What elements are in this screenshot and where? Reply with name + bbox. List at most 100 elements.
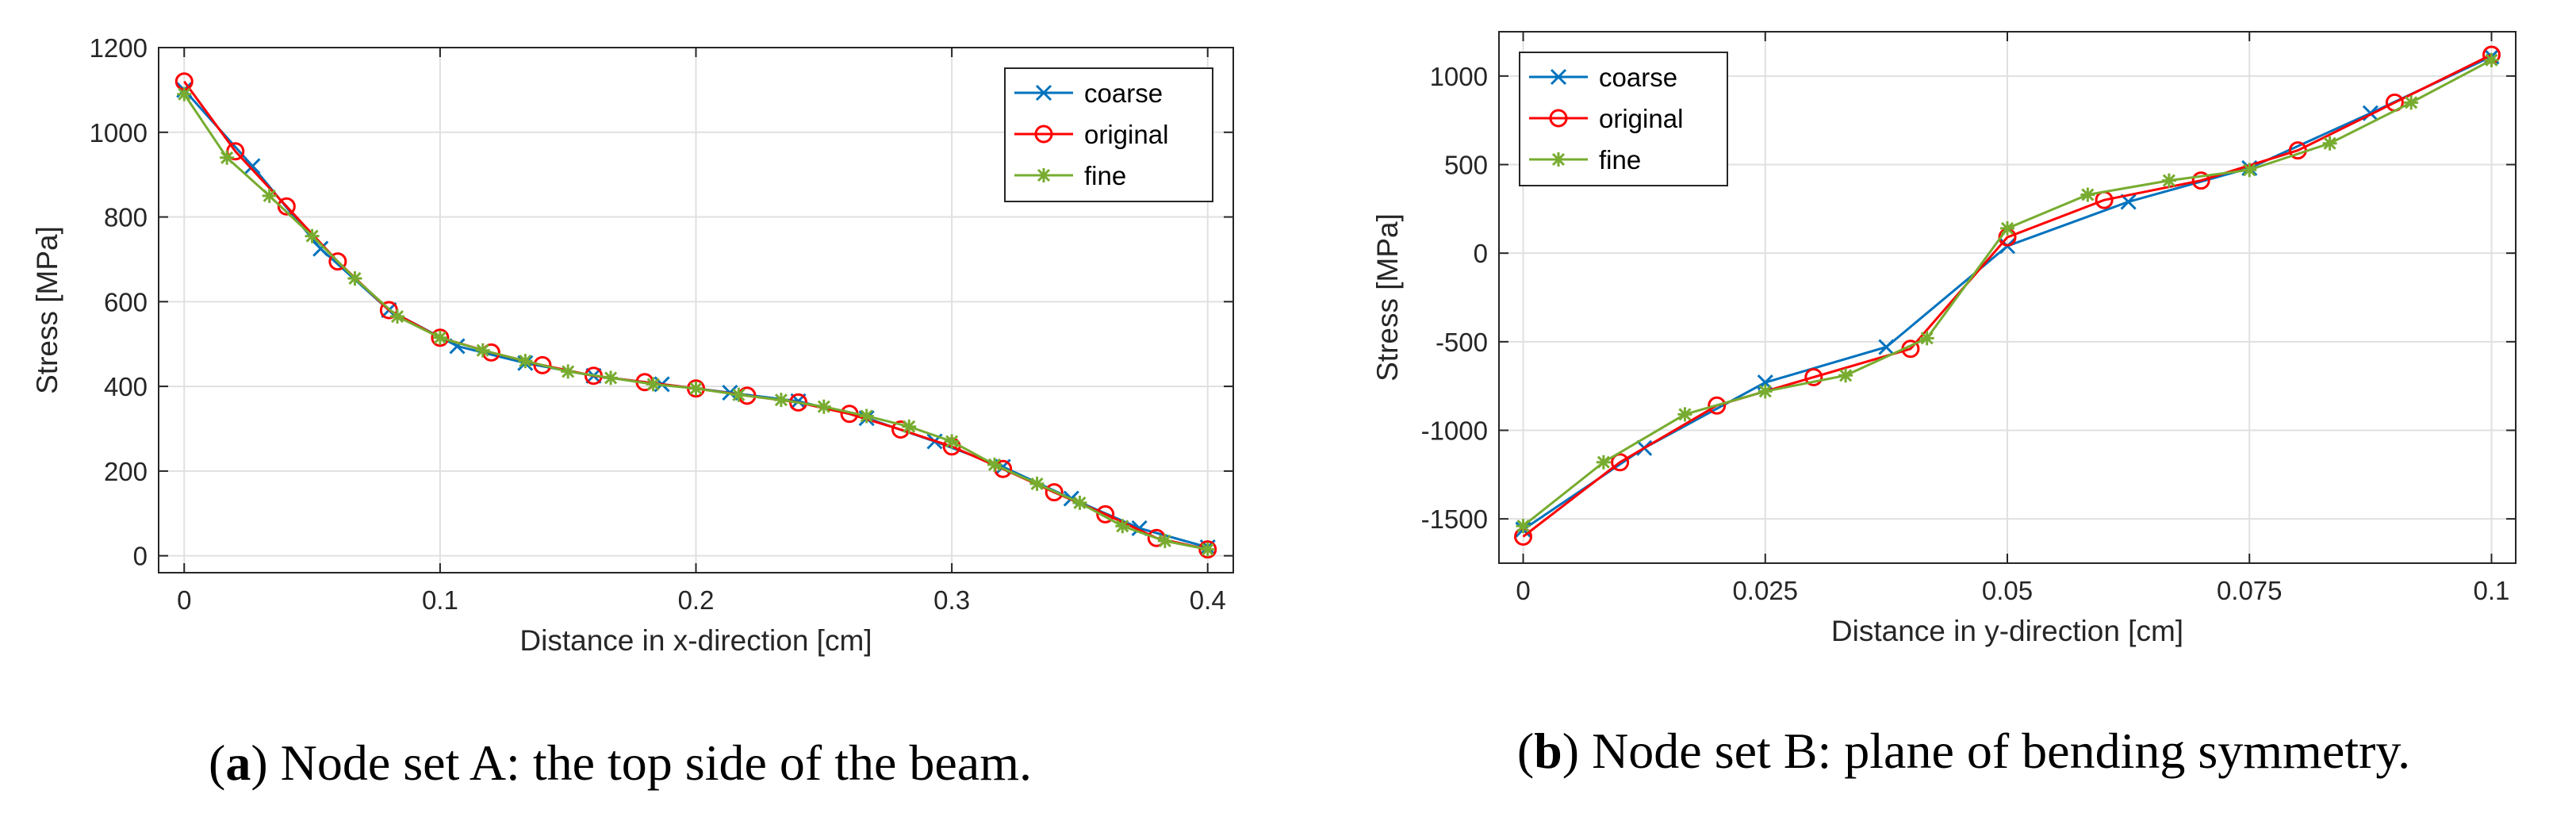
chart-b-point-fine bbox=[1677, 407, 1692, 422]
chart-a-point-original bbox=[1096, 504, 1115, 524]
chart-b-y-axis-title: Stress [MPa] bbox=[1371, 213, 1404, 382]
chart-a-point-fine bbox=[305, 228, 320, 244]
chart-a-point-fine bbox=[475, 343, 490, 358]
chart-a-point-original bbox=[431, 328, 450, 347]
chart-a-point-fine bbox=[987, 457, 1002, 472]
caption-b-text: Node set B: plane of bending symmetry. bbox=[1579, 723, 2410, 779]
chart-a-point-fine bbox=[262, 188, 277, 203]
chart-a: 0 0.1 0.2 0.3 0.4 0 200 400 600 800 1000 1200 Distan… bbox=[31, 33, 1234, 657]
chart-b-point-fine bbox=[1758, 384, 1773, 399]
chart-a-x-tick-label: 0.3 bbox=[933, 585, 970, 615]
chart-a-y-tick-label: 0 bbox=[133, 542, 148, 571]
chart-b-legend-marker-coarse bbox=[1550, 68, 1567, 86]
chart-b-point-fine bbox=[2322, 136, 2337, 151]
chart-a-point-fine bbox=[1115, 519, 1130, 534]
chart-a-point-fine bbox=[1029, 476, 1045, 491]
chart-a-point-fine bbox=[177, 86, 192, 102]
chart-b-point-fine bbox=[2080, 187, 2095, 202]
chart-b-legend-label-original: original bbox=[1599, 104, 1683, 133]
chart-b-point-fine bbox=[1919, 331, 1934, 346]
chart-b-point-fine bbox=[2000, 221, 2014, 236]
chart-a-point-fine bbox=[1200, 542, 1215, 557]
chart-a-x-tick-label: 0 bbox=[177, 585, 191, 615]
chart-a-point-fine bbox=[220, 150, 235, 165]
chart-b-y-tick-label: -500 bbox=[1436, 328, 1488, 357]
chart-b-legend-label-fine: fine bbox=[1599, 145, 1641, 175]
chart-a-legend-marker-original bbox=[1034, 125, 1053, 144]
chart-a-point-fine bbox=[646, 377, 661, 392]
chart-b-point-fine bbox=[1838, 368, 1853, 383]
chart-b-series-line-original bbox=[1522, 53, 2493, 538]
chart-b-x-tick-label: 0 bbox=[1516, 576, 1530, 605]
chart-b-point-original bbox=[1804, 368, 1823, 386]
chart-a-legend: coarse original fine bbox=[1004, 67, 1213, 202]
chart-a-y-tick-label: 200 bbox=[104, 457, 148, 486]
caption-a-tag: a bbox=[225, 735, 251, 791]
chart-a-point-fine bbox=[731, 387, 746, 402]
chart-a-point-original bbox=[328, 252, 347, 271]
chart-b-y-tick-label: -1500 bbox=[1421, 504, 1488, 534]
chart-b-legend-label-coarse: coarse bbox=[1599, 63, 1677, 92]
chart-b-point-coarse bbox=[1878, 339, 1895, 355]
chart-b-point-original bbox=[1708, 396, 1727, 415]
chart-a-series-fine bbox=[177, 86, 1215, 557]
chart-a-point-fine bbox=[1157, 533, 1172, 548]
chart-b-x-tick-label: 0.05 bbox=[1982, 576, 2033, 605]
chart-a-point-original bbox=[1045, 483, 1064, 502]
chart-b-x-tick-label: 0.075 bbox=[2217, 576, 2283, 605]
chart-a-point-fine bbox=[859, 408, 874, 424]
chart-b-point-fine bbox=[2161, 173, 2176, 188]
chart-a-point-fine bbox=[561, 364, 576, 379]
chart-a-point-fine bbox=[902, 419, 917, 434]
chart-b-legend: coarse original fine bbox=[1519, 52, 1728, 186]
caption-b: (b) Node set B: plane of bending symmetr… bbox=[1517, 723, 2410, 779]
chart-a-point-fine bbox=[688, 381, 703, 396]
chart-a-point-fine bbox=[1072, 495, 1087, 510]
chart-b-legend-marker-original bbox=[1549, 109, 1568, 128]
chart-a-x-tick-label: 0.4 bbox=[1190, 585, 1226, 615]
caption-a-text: Node set A: the top side of the beam. bbox=[268, 735, 1032, 791]
chart-a-point-original bbox=[1198, 540, 1217, 559]
chart-a-legend-label-original: original bbox=[1084, 120, 1168, 149]
chart-a-point-fine bbox=[773, 393, 788, 408]
chart-b-legend-marker-fine bbox=[1551, 152, 1566, 167]
chart-a-y-axis-title: Stress [MPa] bbox=[31, 226, 63, 394]
chart-b-y-tick-label: 1000 bbox=[1430, 62, 1488, 91]
chart-b-point-fine bbox=[2404, 95, 2419, 110]
chart-a-x-axis-title: Distance in x-direction [cm] bbox=[519, 624, 872, 657]
chart-b: 0 0.025 0.05 0.075 0.1 -1500 -1000 -500 0 500 1000… bbox=[1371, 31, 2517, 647]
chart-a-legend-marker-fine bbox=[1037, 168, 1051, 182]
chart-b-point-fine bbox=[2242, 163, 2257, 178]
chart-b-series-fine bbox=[1516, 52, 2499, 534]
chart-a-point-fine bbox=[347, 270, 362, 286]
chart-a-point-fine bbox=[604, 370, 619, 385]
caption-a: (a) Node set A: the top side of the beam… bbox=[209, 735, 1032, 791]
chart-b-y-tick-label: -1000 bbox=[1421, 416, 1488, 446]
chart-b-point-fine bbox=[2484, 52, 2499, 67]
chart-b-x-axis-title: Distance in y-direction [cm] bbox=[1831, 615, 2183, 647]
chart-a-x-tick-label: 0.1 bbox=[422, 585, 458, 615]
caption-b-tag: b bbox=[1534, 723, 1562, 779]
chart-b-point-original bbox=[2191, 171, 2210, 190]
chart-a-x-tick-label: 0.2 bbox=[678, 585, 715, 615]
chart-a-y-tick-label: 1200 bbox=[90, 33, 148, 63]
chart-a-point-fine bbox=[390, 309, 405, 324]
chart-a-point-original bbox=[277, 197, 296, 216]
chart-a-point-original bbox=[533, 355, 552, 374]
chart-a-point-fine bbox=[432, 330, 447, 345]
chart-a-y-tick-label: 800 bbox=[104, 203, 148, 232]
chart-b-point-fine bbox=[1596, 455, 1611, 470]
chart-a-y-tick-label: 600 bbox=[104, 287, 148, 316]
chart-a-y-tick-label: 1000 bbox=[90, 118, 148, 148]
chart-b-point-original bbox=[1611, 453, 1630, 472]
chart-a-point-fine bbox=[945, 434, 960, 449]
chart-b-x-tick-label: 0.1 bbox=[2474, 576, 2510, 605]
chart-a-legend-marker-coarse bbox=[1035, 84, 1052, 102]
chart-b-point-fine bbox=[1516, 519, 1531, 534]
chart-a-y-tick-label: 400 bbox=[104, 372, 148, 401]
chart-a-point-fine bbox=[518, 354, 533, 369]
chart-b-y-tick-label: 500 bbox=[1444, 151, 1488, 180]
chart-a-point-fine bbox=[816, 399, 831, 414]
chart-a-point-coarse bbox=[244, 158, 261, 175]
chart-a-legend-label-fine: fine bbox=[1084, 161, 1126, 190]
